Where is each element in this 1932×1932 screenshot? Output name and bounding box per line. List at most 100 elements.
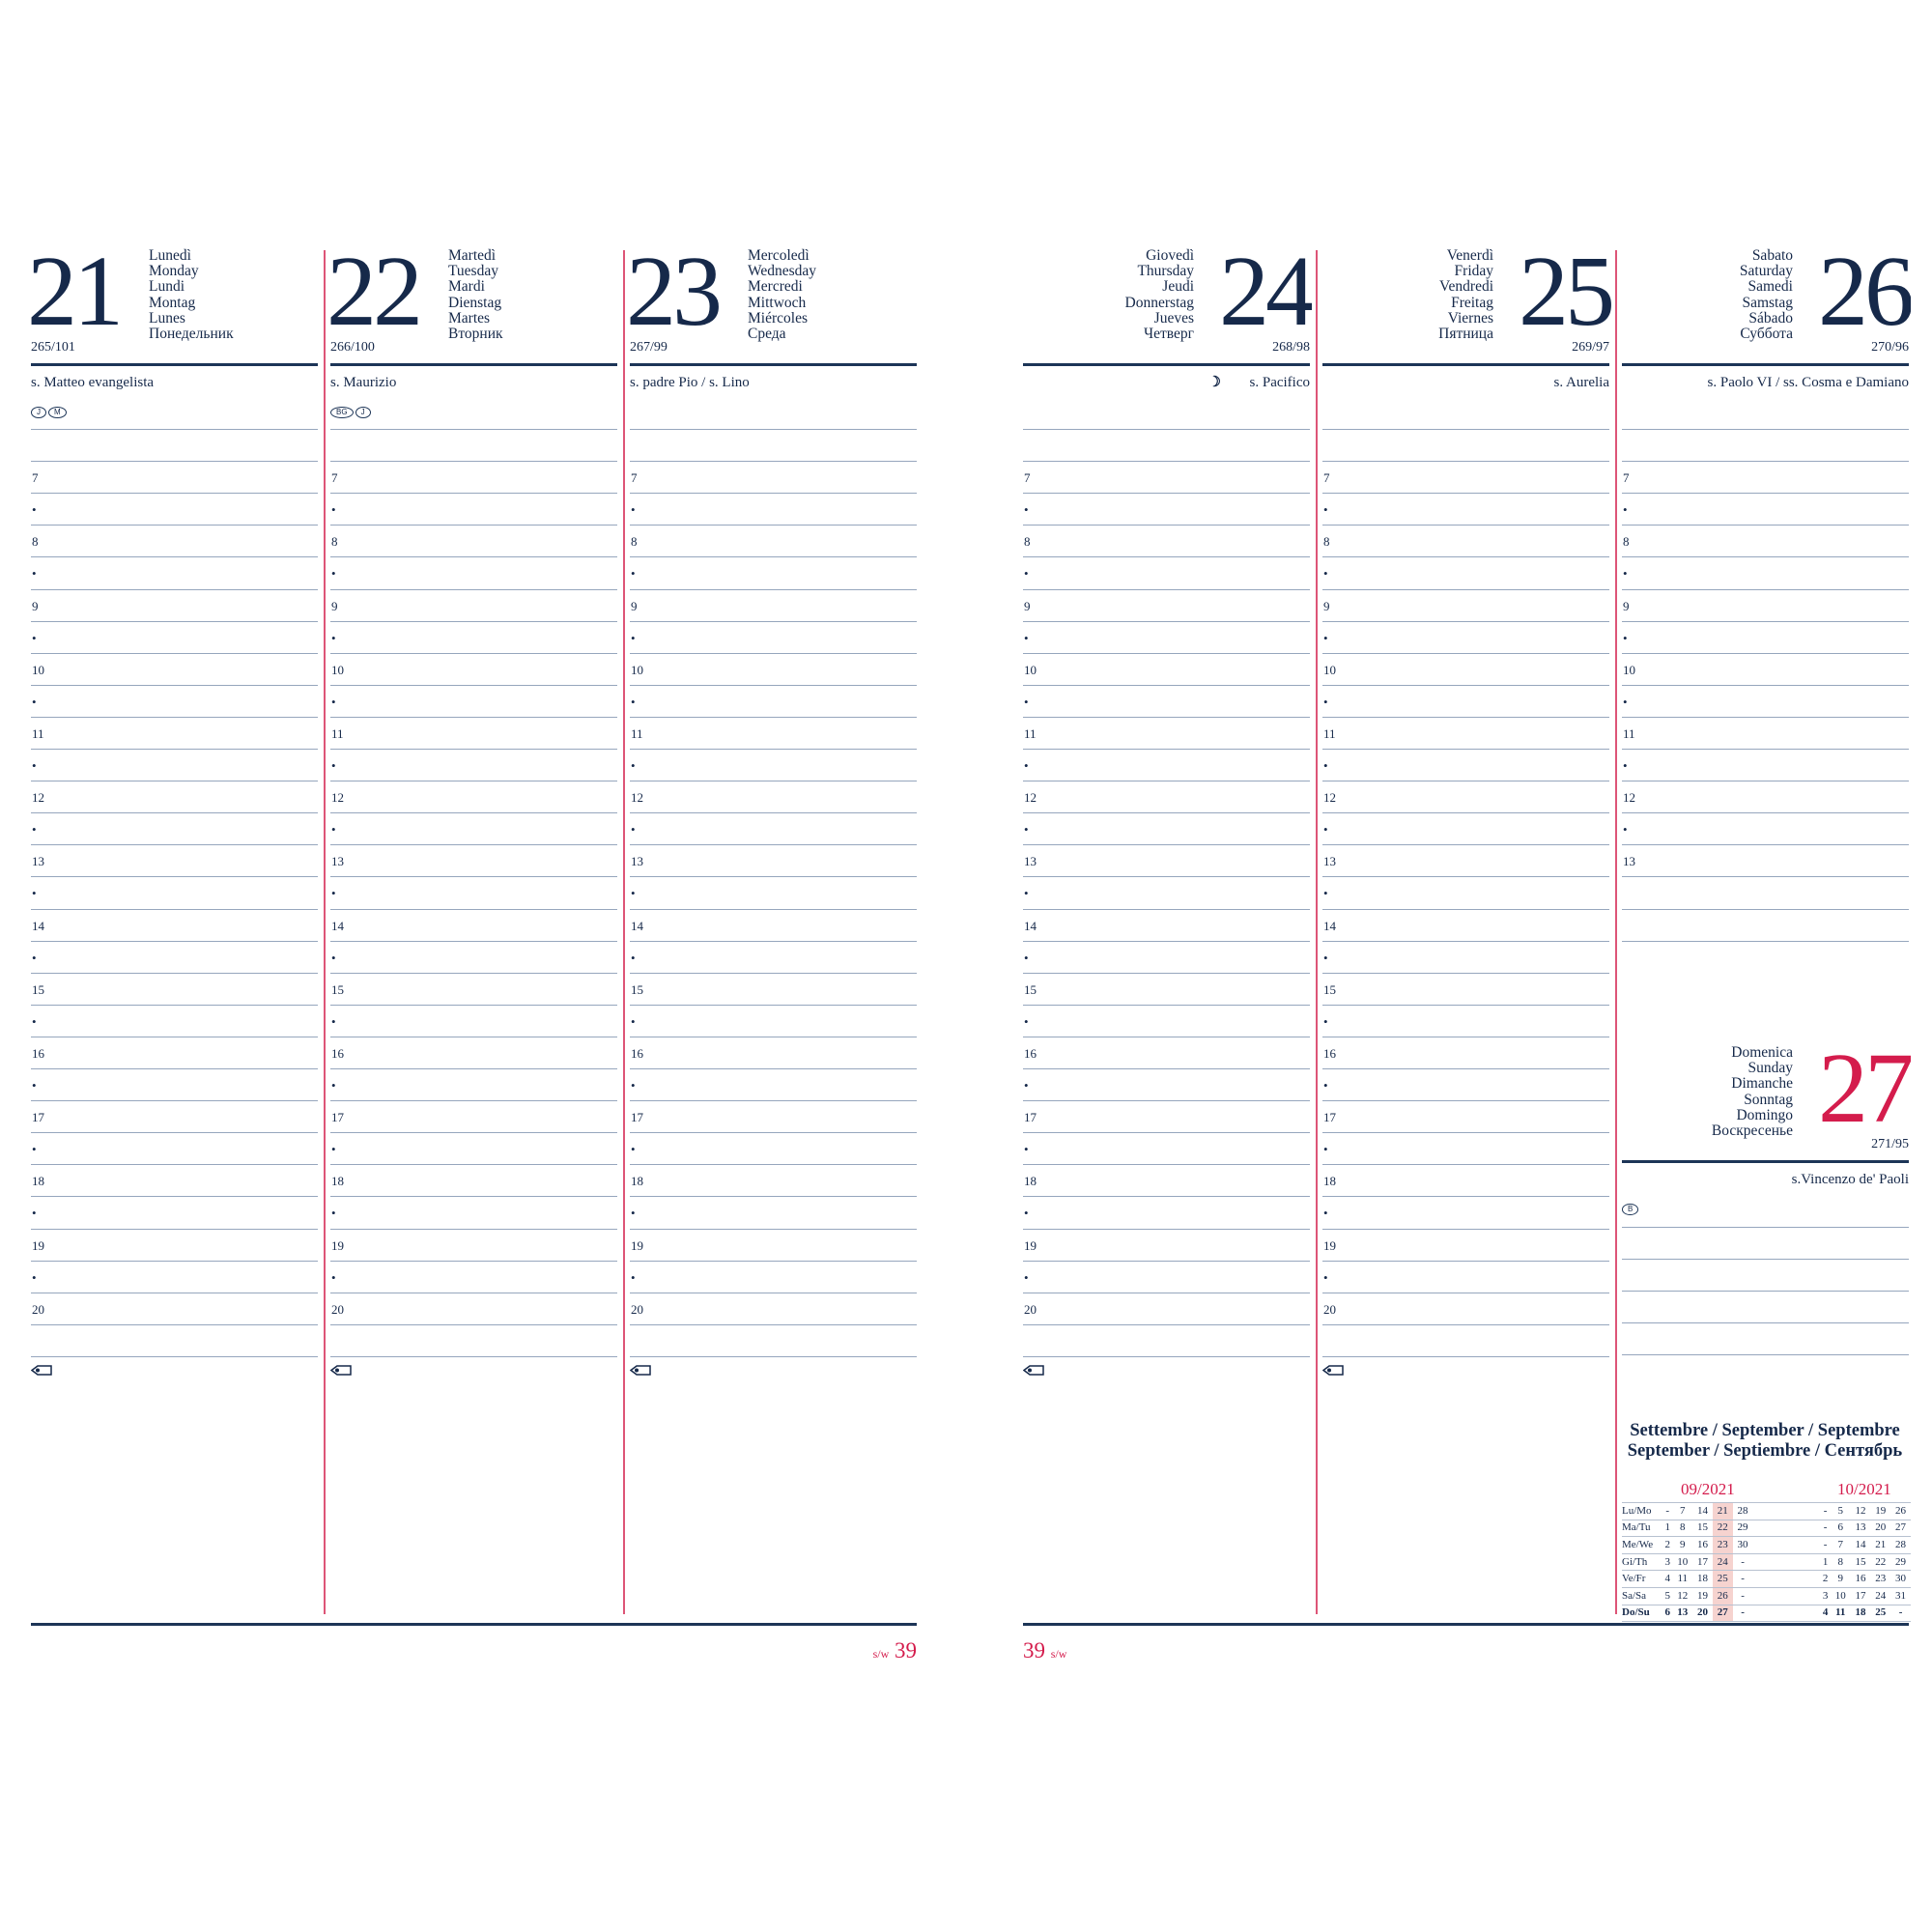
tag-icon[interactable]	[1023, 1365, 1044, 1376]
calendar-day[interactable]: 12	[1850, 1502, 1871, 1520]
tag-icon[interactable]	[1322, 1365, 1344, 1376]
calendar-day[interactable]: -	[1820, 1520, 1831, 1538]
calendar-day[interactable]: 19	[1870, 1502, 1891, 1520]
tag-icon[interactable]	[330, 1365, 352, 1376]
calendar-day[interactable]: 23	[1712, 1536, 1733, 1554]
ruled-line	[330, 1100, 617, 1102]
calendar-day[interactable]: 10	[1672, 1553, 1693, 1572]
calendar-day[interactable]: 18	[1692, 1570, 1713, 1588]
tag-icon[interactable]	[31, 1365, 52, 1376]
calendar-day[interactable]: 14	[1850, 1536, 1871, 1554]
calendar-day[interactable]: -	[1732, 1605, 1753, 1623]
calendar-day[interactable]: 26	[1712, 1587, 1733, 1605]
calendar-day[interactable]: 5	[1662, 1587, 1673, 1605]
calendar-day[interactable]: 11	[1672, 1570, 1693, 1588]
calendar-day[interactable]: 16	[1850, 1570, 1871, 1588]
calendar-day[interactable]: 13	[1672, 1605, 1693, 1623]
calendar-day[interactable]: 20	[1870, 1520, 1891, 1538]
calendar-day[interactable]: 21	[1870, 1536, 1891, 1554]
calendar-day[interactable]: 30	[1890, 1570, 1911, 1588]
week-label: s/w	[1050, 1647, 1067, 1661]
ruled-line	[1322, 716, 1609, 718]
calendar-day[interactable]: 15	[1692, 1520, 1713, 1538]
ruled-line	[1622, 525, 1909, 526]
ruled-line	[31, 1100, 318, 1102]
ruled-line	[1023, 844, 1310, 846]
calendar-day[interactable]: 30	[1732, 1536, 1753, 1554]
calendar-day[interactable]: -	[1662, 1502, 1673, 1520]
calendar-day[interactable]: 15	[1850, 1553, 1871, 1572]
calendar-day[interactable]: 9	[1672, 1536, 1693, 1554]
calendar-day[interactable]: 3	[1662, 1553, 1673, 1572]
time-slot-label: •	[32, 1206, 37, 1221]
day-name: Sabato	[1751, 247, 1793, 264]
calendar-day[interactable]: 21	[1712, 1502, 1733, 1520]
calendar-day[interactable]: 28	[1732, 1502, 1753, 1520]
calendar-day[interactable]: 25	[1712, 1570, 1733, 1588]
calendar-day[interactable]: -	[1820, 1536, 1831, 1554]
ruled-line	[330, 684, 617, 686]
calendar-day[interactable]: 18	[1850, 1605, 1871, 1623]
calendar-day[interactable]: -	[1890, 1605, 1911, 1623]
calendar-day[interactable]: 2	[1820, 1570, 1831, 1588]
calendar-day[interactable]: 31	[1890, 1587, 1911, 1605]
calendar-day[interactable]: 27	[1890, 1520, 1911, 1538]
calendar-day[interactable]: -	[1732, 1553, 1753, 1572]
calendar-day[interactable]: 11	[1830, 1605, 1851, 1623]
calendar-day[interactable]: 29	[1732, 1520, 1753, 1538]
calendar-day[interactable]: 8	[1672, 1520, 1693, 1538]
ruled-line	[330, 1323, 617, 1325]
calendar-day[interactable]: 7	[1672, 1502, 1693, 1520]
calendar-day[interactable]: 4	[1662, 1570, 1673, 1588]
calendar-day[interactable]: -	[1732, 1587, 1753, 1605]
calendar-day[interactable]: 22	[1712, 1520, 1733, 1538]
calendar-day[interactable]: 27	[1712, 1605, 1733, 1623]
ruled-line	[330, 525, 617, 526]
calendar-day[interactable]: 22	[1870, 1553, 1891, 1572]
calendar-day[interactable]: -	[1820, 1502, 1831, 1520]
ruled-line	[31, 652, 318, 654]
calendar-day[interactable]: 29	[1890, 1553, 1911, 1572]
calendar-day[interactable]: 1	[1662, 1520, 1673, 1538]
day-names: Sabato Saturday Samedi Samstag Sábado Суббота	[1740, 247, 1793, 342]
calendar-day[interactable]: 2	[1662, 1536, 1673, 1554]
time-slot-label: •	[1024, 886, 1029, 901]
ruled-line	[330, 1164, 617, 1166]
ruled-line	[31, 461, 318, 463]
calendar-day[interactable]: 24	[1870, 1587, 1891, 1605]
calendar-day[interactable]: 17	[1850, 1587, 1871, 1605]
spacer	[1752, 1536, 1821, 1554]
day-name: Wednesday	[748, 263, 817, 280]
calendar-day[interactable]: 7	[1830, 1536, 1851, 1554]
calendar-day[interactable]: 8	[1830, 1553, 1851, 1572]
ruled-line	[630, 940, 917, 942]
time-slot-label: •	[1323, 502, 1328, 518]
calendar-day[interactable]: 6	[1662, 1605, 1673, 1623]
ruled-line	[1023, 620, 1310, 622]
calendar-day[interactable]: 20	[1692, 1605, 1713, 1623]
calendar-day[interactable]: 12	[1672, 1587, 1693, 1605]
day-name: Dienstag	[448, 294, 502, 311]
calendar-day[interactable]: 14	[1692, 1502, 1713, 1520]
calendar-day[interactable]: -	[1732, 1570, 1753, 1588]
calendar-day[interactable]: 10	[1830, 1587, 1851, 1605]
calendar-day[interactable]: 4	[1820, 1605, 1831, 1623]
calendar-day[interactable]: 5	[1830, 1502, 1851, 1520]
calendar-day[interactable]: 13	[1850, 1520, 1871, 1538]
calendar-day[interactable]: 28	[1890, 1536, 1911, 1554]
calendar-day[interactable]: 19	[1692, 1587, 1713, 1605]
calendar-day[interactable]: 3	[1820, 1587, 1831, 1605]
calendar-day[interactable]: 9	[1830, 1570, 1851, 1588]
calendar-day[interactable]: 26	[1890, 1502, 1911, 1520]
calendar-day[interactable]: 17	[1692, 1553, 1713, 1572]
ruled-line	[630, 429, 917, 430]
time-slot-label: •	[1323, 1206, 1328, 1221]
calendar-day[interactable]: 25	[1870, 1605, 1891, 1623]
calendar-day[interactable]: 16	[1692, 1536, 1713, 1554]
calendar-day[interactable]: 1	[1820, 1553, 1831, 1572]
saint-name: s. Matteo evangelista	[31, 375, 155, 390]
calendar-day[interactable]: 6	[1830, 1520, 1851, 1538]
calendar-day[interactable]: 23	[1870, 1570, 1891, 1588]
tag-icon[interactable]	[630, 1365, 651, 1376]
calendar-day[interactable]: 24	[1712, 1553, 1733, 1572]
